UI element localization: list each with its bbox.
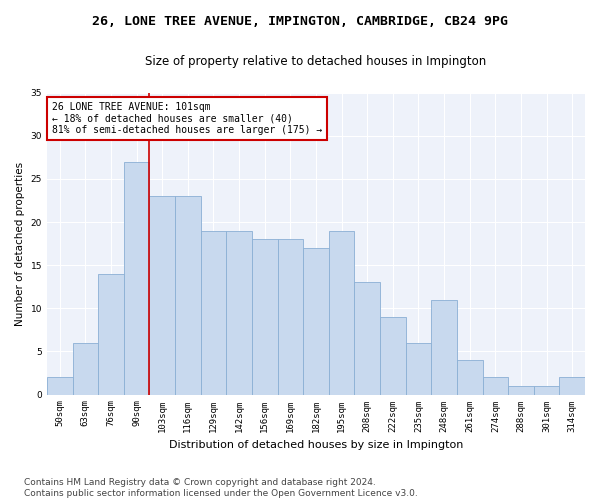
Text: Contains HM Land Registry data © Crown copyright and database right 2024.
Contai: Contains HM Land Registry data © Crown c… xyxy=(24,478,418,498)
Bar xyxy=(534,386,559,394)
Bar xyxy=(355,282,380,395)
Bar xyxy=(303,248,329,394)
Bar xyxy=(98,274,124,394)
Bar xyxy=(559,378,585,394)
Y-axis label: Number of detached properties: Number of detached properties xyxy=(15,162,25,326)
Bar xyxy=(278,240,303,394)
Text: 26, LONE TREE AVENUE, IMPINGTON, CAMBRIDGE, CB24 9PG: 26, LONE TREE AVENUE, IMPINGTON, CAMBRID… xyxy=(92,15,508,28)
Bar xyxy=(149,196,175,394)
Bar xyxy=(47,378,73,394)
Bar xyxy=(380,317,406,394)
Title: Size of property relative to detached houses in Impington: Size of property relative to detached ho… xyxy=(145,55,487,68)
Bar xyxy=(457,360,482,394)
Text: 26 LONE TREE AVENUE: 101sqm
← 18% of detached houses are smaller (40)
81% of sem: 26 LONE TREE AVENUE: 101sqm ← 18% of det… xyxy=(52,102,323,135)
X-axis label: Distribution of detached houses by size in Impington: Distribution of detached houses by size … xyxy=(169,440,463,450)
Bar xyxy=(431,300,457,394)
Bar xyxy=(252,240,278,394)
Bar xyxy=(124,162,149,394)
Bar xyxy=(508,386,534,394)
Bar xyxy=(482,378,508,394)
Bar xyxy=(226,230,252,394)
Bar xyxy=(200,230,226,394)
Bar xyxy=(406,343,431,394)
Bar xyxy=(329,230,355,394)
Bar xyxy=(73,343,98,394)
Bar xyxy=(175,196,200,394)
